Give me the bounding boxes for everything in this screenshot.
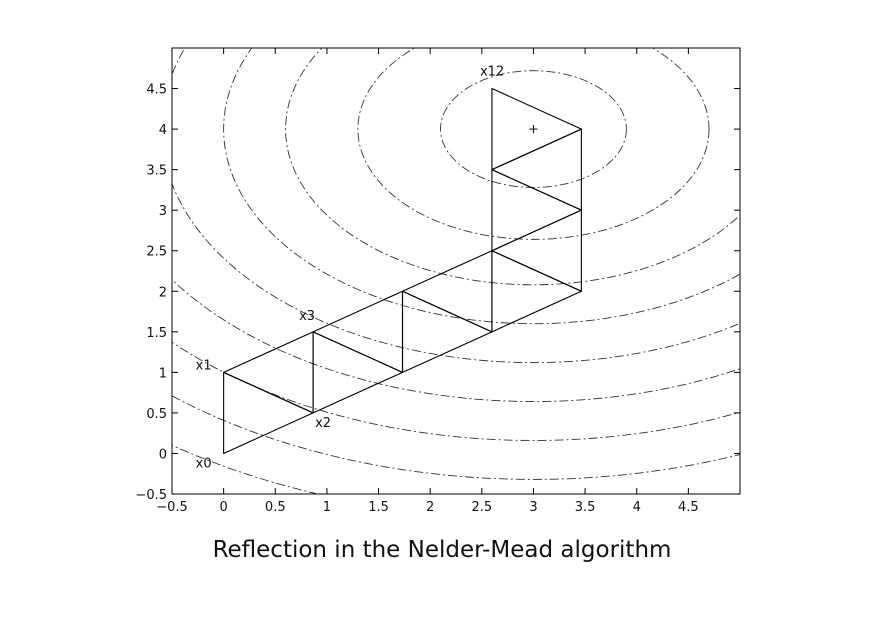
y-tick-label: 0 <box>159 447 167 462</box>
x-tick-label: 3.5 <box>575 500 596 515</box>
x-tick-label: 4 <box>633 500 641 515</box>
contour-line-4 <box>172 48 740 364</box>
x-tick-label: 2 <box>426 500 434 515</box>
contour-line-6 <box>172 341 740 441</box>
vertex-label-x2: x2 <box>315 416 331 431</box>
contour-line-2 <box>285 48 740 286</box>
x-tick-label: 0 <box>219 500 227 515</box>
y-tick-label: 2.5 <box>146 245 167 260</box>
vertex-label-x0: x0 <box>196 456 212 471</box>
y-tick-label: 1.5 <box>146 326 167 341</box>
y-tick-label: 2 <box>159 285 167 300</box>
contour-line-7 <box>172 395 740 480</box>
y-tick-label: −0.5 <box>135 488 167 503</box>
vertex-labels: x0 x1 x2 x3 x12 <box>196 65 505 472</box>
y-tick-label: 3.5 <box>146 164 167 179</box>
y-tick-label: 3 <box>159 204 167 219</box>
figure-caption: Reflection in the Nelder-Mead algorithm <box>212 537 672 563</box>
minimum-marker-group <box>529 125 538 134</box>
x-tick-label: 2.5 <box>471 500 492 515</box>
contour-line-5 <box>172 278 740 402</box>
y-tick-label: 4 <box>159 123 167 138</box>
contour-line-1 <box>357 48 710 240</box>
vertex-label-x3: x3 <box>299 309 315 324</box>
axis-ticks: −0.5 0 0.5 1 1.5 2 2.5 3 3.5 4 4.5 −0.5 0 0.5 1 1.5 2 2.5… <box>135 48 740 515</box>
y-tick-label: 1 <box>159 366 167 381</box>
x-tick-label: 1.5 <box>368 500 389 515</box>
x-tick-label: 3 <box>529 500 537 515</box>
minimum-marker <box>529 125 538 134</box>
y-tick-label: 4.5 <box>146 83 167 98</box>
contour-lines <box>172 48 740 494</box>
x-tick-label: −0.5 <box>156 500 188 515</box>
contour-line-0 <box>440 70 627 188</box>
plot-frame <box>171 47 741 495</box>
y-tick-label: 0.5 <box>146 407 167 422</box>
x-tick-label: 0.5 <box>265 500 286 515</box>
simplex-path <box>223 87 582 455</box>
x-tick-label: 1 <box>323 500 331 515</box>
vertex-label-x12: x12 <box>480 65 504 80</box>
simplex-triangle-10 <box>491 87 582 171</box>
contour-line-3 <box>223 48 740 325</box>
vertex-label-x1: x1 <box>196 358 212 373</box>
x-tick-label: 4.5 <box>678 500 699 515</box>
